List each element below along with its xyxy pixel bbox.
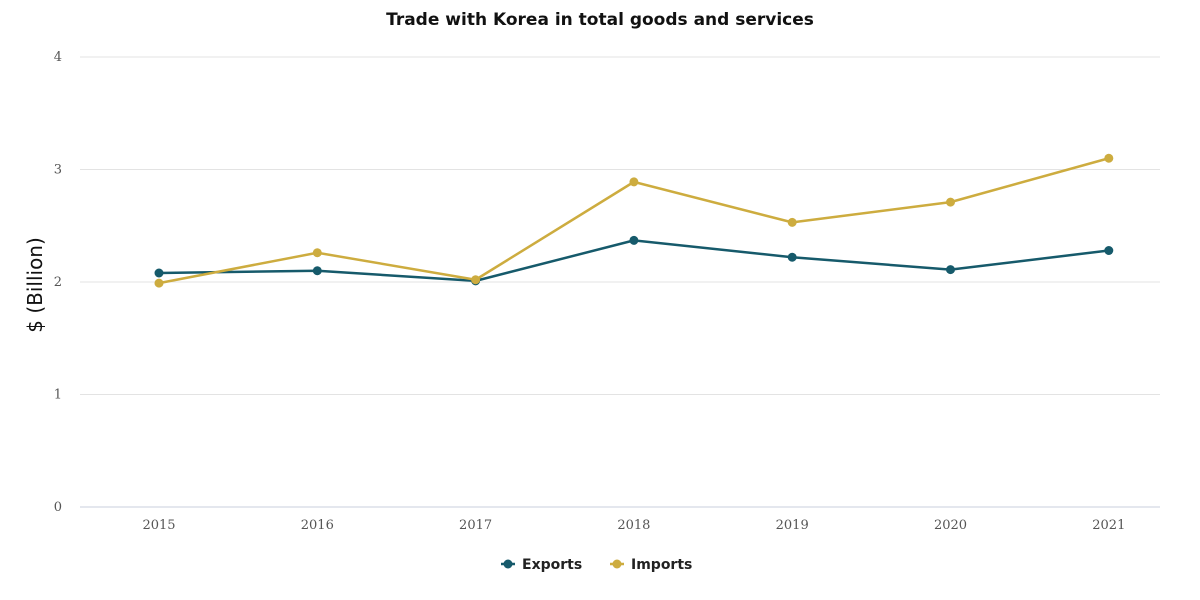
y-axis-label: $ (Billion): [23, 237, 47, 333]
data-point-imports[interactable]: [471, 275, 481, 285]
x-tick-label: 2019: [776, 518, 809, 533]
legend: Exports Imports: [501, 557, 692, 573]
data-point-exports[interactable]: [1104, 246, 1114, 255]
x-tick-label: 2020: [934, 518, 967, 533]
data-point-exports[interactable]: [154, 268, 164, 278]
data-point-imports[interactable]: [154, 278, 164, 288]
data-point-exports[interactable]: [312, 266, 322, 276]
chart-title: Trade with Korea in total goods and serv…: [386, 10, 814, 30]
legend-item-imports[interactable]: Imports: [610, 557, 692, 573]
legend-marker: [503, 559, 513, 569]
x-tick-label: 2017: [459, 518, 492, 533]
data-point-exports[interactable]: [946, 265, 955, 275]
axes: 0 1 2 3 4 2015 2016 2017 2018 2019 2020 2021: [54, 50, 1160, 533]
gridlines: [80, 56, 1160, 395]
legend-label: Exports: [522, 557, 582, 573]
y-tick-label: 2: [54, 275, 62, 290]
x-tick-label: 2015: [142, 518, 175, 533]
legend-marker: [612, 559, 622, 569]
x-tick-label: 2018: [617, 518, 650, 533]
legend-label: Imports: [631, 557, 692, 573]
data-point-imports[interactable]: [312, 248, 322, 258]
y-tick-label: 3: [54, 163, 62, 178]
data-point-imports[interactable]: [1104, 153, 1114, 163]
series-layer: [154, 153, 1114, 288]
y-tick-label: 0: [54, 500, 62, 515]
data-point-imports[interactable]: [946, 197, 955, 207]
x-tick-label: 2016: [301, 518, 334, 533]
legend-item-exports[interactable]: Exports: [501, 557, 582, 573]
data-point-imports[interactable]: [629, 177, 639, 187]
x-tick-label: 2021: [1092, 518, 1125, 533]
y-tick-label: 4: [54, 50, 62, 65]
y-tick-label: 1: [54, 388, 62, 403]
data-point-exports[interactable]: [787, 252, 797, 262]
series-line-imports: [158, 157, 1110, 285]
data-point-imports[interactable]: [787, 217, 797, 227]
data-point-exports[interactable]: [629, 235, 639, 245]
series-line-exports: [158, 239, 1109, 283]
